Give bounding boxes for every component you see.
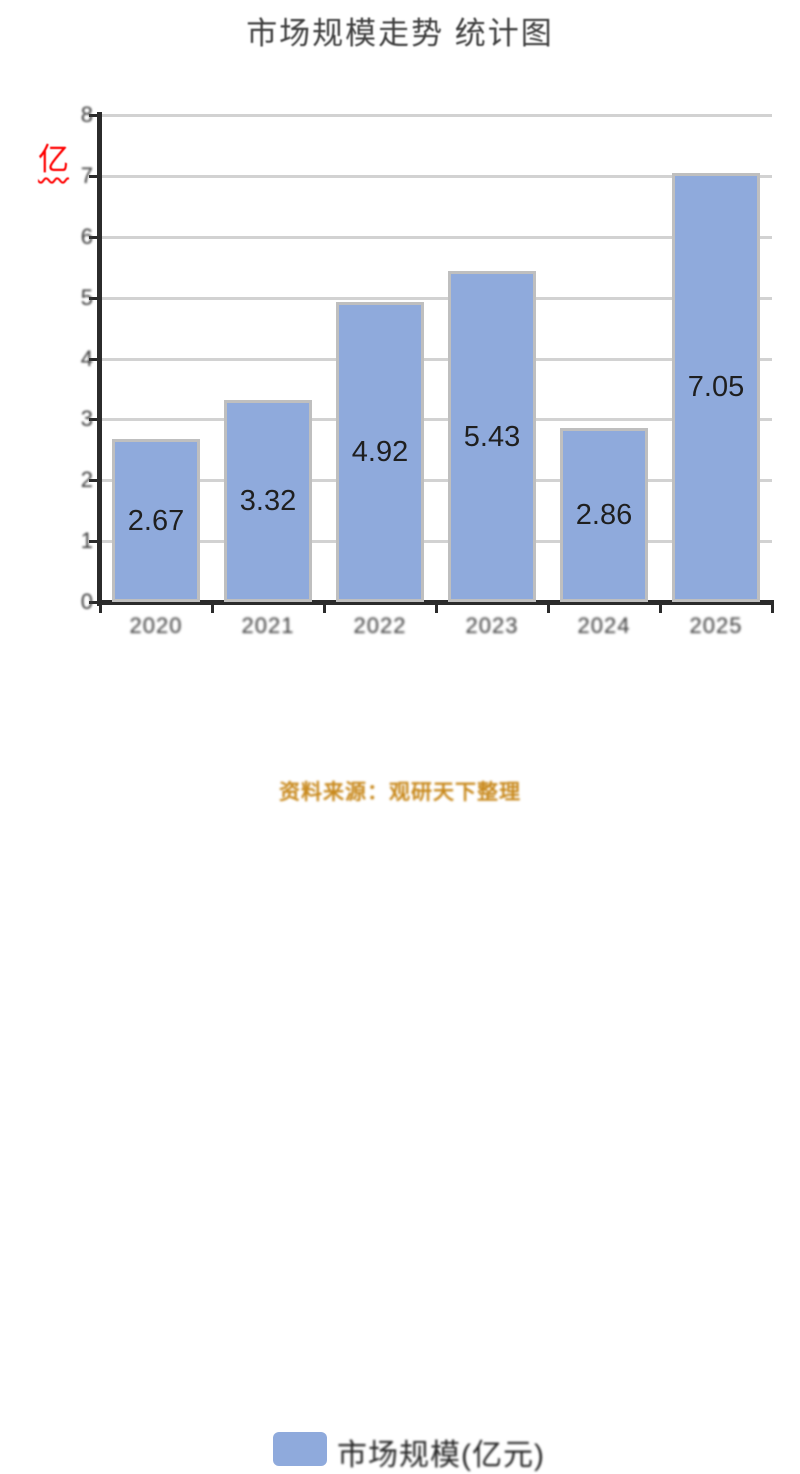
x-axis-tick [99,605,102,613]
bar-value-label: 2.67 [127,504,185,537]
bar-value-label: 4.92 [351,436,409,469]
y-tick-label: 4 [80,345,93,371]
y-tick-label: 7 [80,162,93,188]
gridline [100,296,772,300]
x-axis-tick [771,605,774,613]
y-axis-tick [89,540,98,544]
bar [672,172,760,602]
bar [336,302,424,602]
gridline [100,479,772,483]
source-note: 资料来源：观研天下整理 [279,781,521,804]
gridline [100,114,772,117]
x-axis-tick [323,605,326,613]
gridline [100,357,772,361]
bar [448,271,536,602]
x-tick-label: 2024 [577,613,631,638]
y-tick-label: 5 [80,284,93,310]
x-axis-tick [547,605,550,613]
gridline [100,174,772,178]
x-tick-label: 2021 [241,613,295,638]
x-axis-tick [435,605,438,613]
y-axis-line [97,112,102,606]
x-axis-line [97,600,774,605]
legend-label: 市场规模(亿元) [337,1439,545,1472]
y-tick-label: 3 [80,406,93,432]
y-axis-tick [89,601,98,604]
x-axis-tick [659,605,662,613]
legend: 市场规模(亿元) [0,714,800,1472]
x-tick-label: 2025 [689,613,743,638]
legend-swatch [273,1432,327,1466]
y-tick-label: 6 [80,223,93,249]
y-tick-label: 0 [80,589,93,614]
y-axis-tick [89,114,98,117]
y-axis-tick [89,357,98,361]
x-tick-label: 2020 [129,613,183,638]
x-tick-label: 2023 [465,613,519,638]
bar [224,399,312,602]
y-axis-tick [89,479,98,483]
x-tick-label: 2022 [353,613,407,638]
y-axis-unit-label: 亿 [38,142,69,177]
plot-area: 0 1 2 3 4 5 6 7 8 2020 2021 2022 2023 2024 2025 2.67 3.… [80,102,774,638]
y-axis-tick [89,296,98,300]
y-tick-label: 8 [80,102,93,127]
y-axis-tick [89,174,98,178]
bar-value-label: 2.86 [575,498,633,531]
y-axis-tick [89,418,98,422]
y-axis-tick [89,235,98,239]
gridline [100,235,772,239]
bar [560,427,648,602]
y-tick-label: 1 [80,528,93,554]
bar-value-label: 7.05 [687,371,745,404]
bar-value-label: 3.32 [239,484,297,517]
chart-title: 市场规模走势 统计图 [246,16,554,51]
x-axis-tick [211,605,214,613]
bar-value-label: 5.43 [463,420,521,453]
gridline [100,540,772,544]
y-tick-label: 2 [80,467,93,493]
bar [112,439,200,602]
gridline [100,418,772,422]
